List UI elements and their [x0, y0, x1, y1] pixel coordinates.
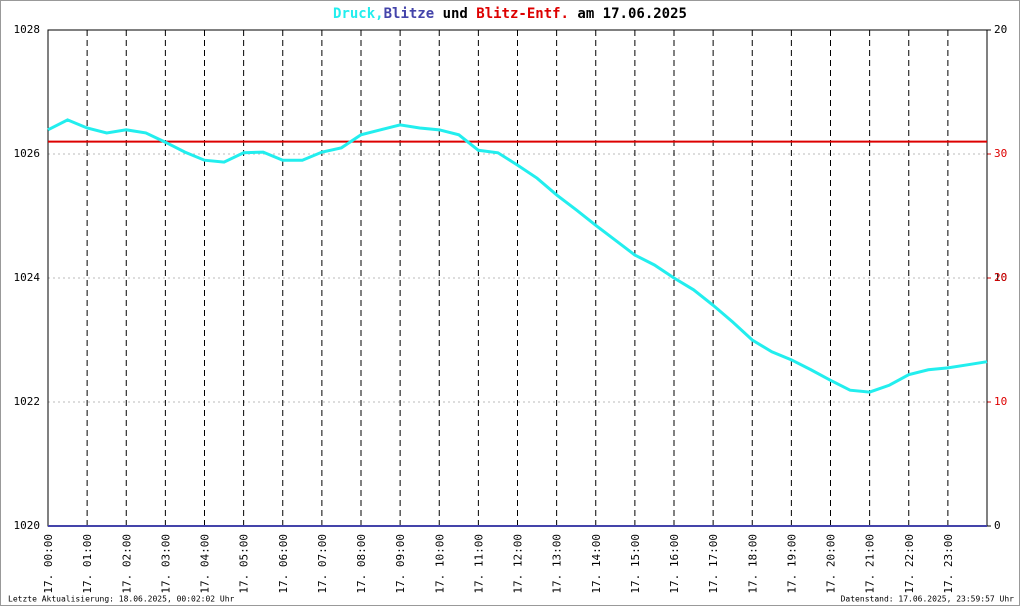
x-tick-label: 17. 08:00 — [355, 534, 368, 594]
x-tick-label: 17. 03:00 — [159, 534, 172, 594]
x-tick-label: 17. 16:00 — [668, 534, 681, 594]
series-line — [47, 118, 988, 394]
footer-right: Datenstand: 17.06.2025, 23:59:57 Uhr — [841, 595, 1015, 604]
x-tick-label: 17. 13:00 — [551, 534, 564, 594]
y2-tick-label: 10 — [994, 271, 1007, 284]
title-blitze: Blitze — [384, 6, 435, 22]
x-tick-label: 17. 07:00 — [316, 534, 329, 594]
y2-tick-label: 0 — [994, 519, 1001, 532]
y-tick-label: 1024 — [14, 271, 41, 284]
y2-tick-label: 20 — [994, 23, 1007, 36]
y-tick-label: 1022 — [14, 395, 41, 408]
x-tick-label: 17. 10:00 — [433, 534, 446, 594]
x-tick-label: 17. 02:00 — [120, 534, 133, 594]
x-tick-label: 17. 01:00 — [81, 534, 94, 594]
chart-title: am 17.06.2025 — [577, 6, 687, 22]
x-tick-label: 17. 18:00 — [746, 534, 759, 594]
x-tick-label: 17. 11:00 — [472, 534, 485, 594]
y3-tick-label: 30 — [994, 147, 1007, 160]
x-tick-label: 17. 17:00 — [707, 534, 720, 594]
x-tick-label: 17. 06:00 — [277, 534, 290, 594]
x-tick-label: 17. 05:00 — [238, 534, 251, 594]
title-connector: und — [443, 6, 468, 22]
x-tick-label: 17. 20:00 — [825, 534, 838, 594]
y-tick-label: 1026 — [14, 147, 41, 160]
footer-left: Letzte Aktualisierung: 18.06.2025, 00:02… — [8, 595, 235, 604]
y3-tick-label: 10 — [994, 395, 1007, 408]
x-tick-label: 17. 12:00 — [512, 534, 525, 594]
x-tick-label: 17. 14:00 — [590, 534, 603, 594]
y-tick-label: 1028 — [14, 23, 41, 36]
x-tick-label: 17. 23:00 — [942, 534, 955, 594]
x-tick-label: 17. 00:00 — [42, 534, 55, 594]
y-tick-label: 1020 — [14, 519, 41, 532]
title-blitz-entf: Blitz-Entf. — [476, 6, 569, 22]
x-tick-label: 17. 21:00 — [864, 534, 877, 594]
y3-tick-label: 20 — [994, 271, 1007, 284]
x-tick-label: 17. 19:00 — [785, 534, 798, 594]
title-druck: Druck, — [333, 6, 384, 22]
x-tick-label: 17. 09:00 — [394, 534, 407, 594]
x-tick-label: 17. 15:00 — [629, 534, 642, 594]
x-tick-label: 17. 04:00 — [199, 534, 212, 594]
x-tick-label: 17. 22:00 — [903, 534, 916, 594]
